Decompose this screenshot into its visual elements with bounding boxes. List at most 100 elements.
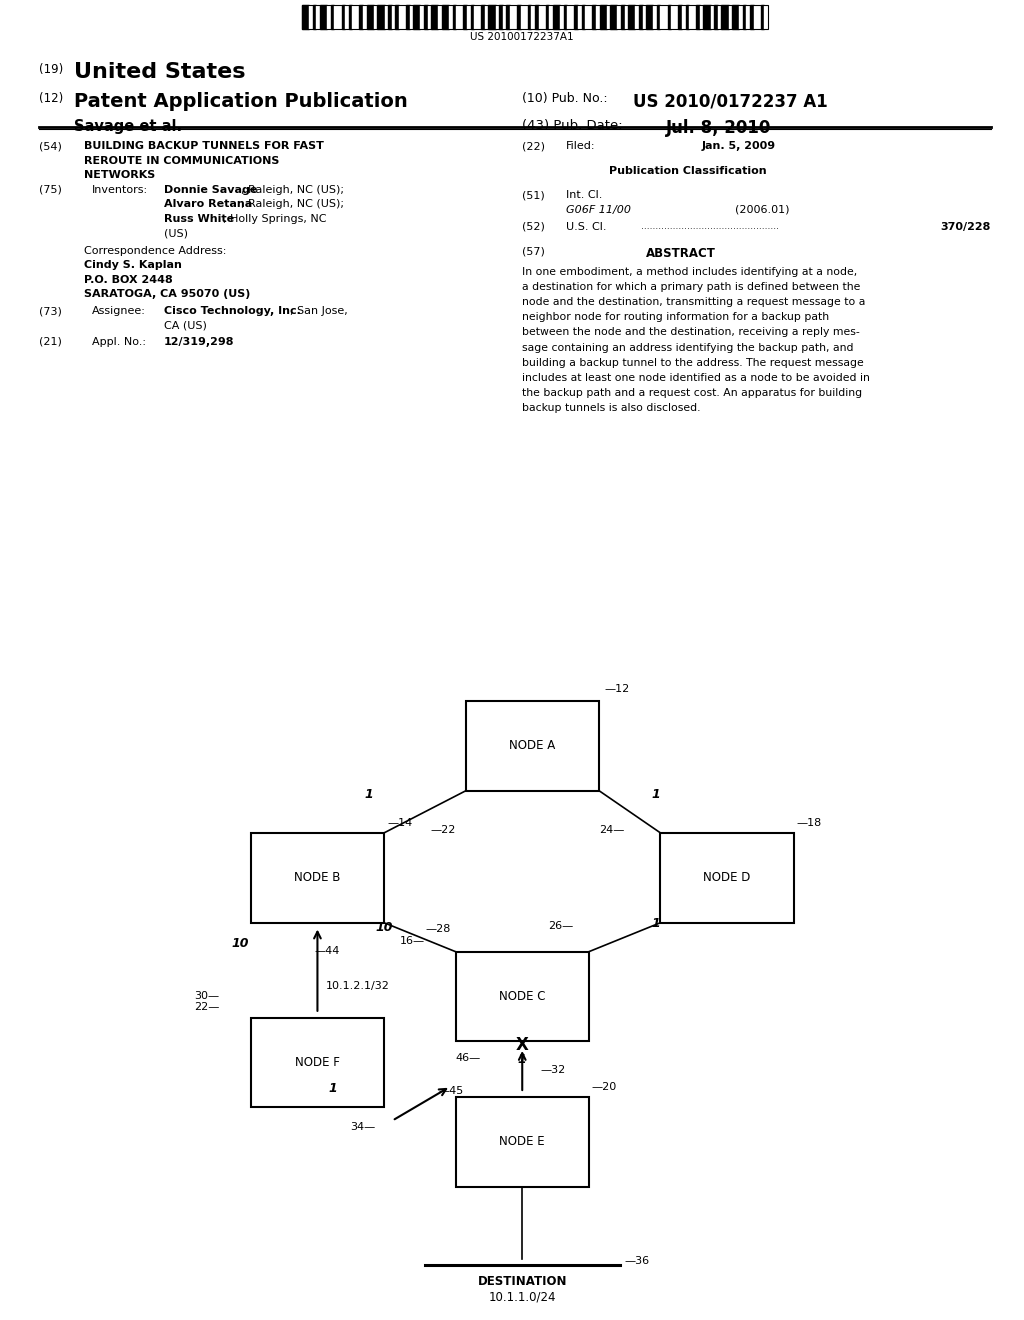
Text: U.S. Cl.: U.S. Cl. — [566, 222, 607, 232]
Bar — [392, 5, 395, 29]
Bar — [714, 5, 718, 29]
Text: 12/319,298: 12/319,298 — [164, 337, 234, 347]
Bar — [302, 5, 768, 29]
Text: Assignee:: Assignee: — [92, 306, 146, 317]
Text: (10) Pub. No.:: (10) Pub. No.: — [522, 92, 608, 106]
Bar — [481, 5, 485, 29]
Text: 24—: 24— — [599, 825, 625, 836]
Bar — [302, 5, 309, 29]
Bar — [510, 5, 517, 29]
Bar — [431, 5, 438, 29]
Bar — [507, 5, 510, 29]
Bar — [610, 5, 617, 29]
Text: US 20100172237A1: US 20100172237A1 — [470, 32, 574, 42]
Text: Cisco Technology, Inc.: Cisco Technology, Inc. — [164, 306, 301, 317]
Text: a destination for which a primary path is defined between the: a destination for which a primary path i… — [522, 281, 860, 292]
Text: —12: —12 — [604, 684, 630, 694]
Text: —18: —18 — [797, 817, 822, 828]
Bar — [500, 5, 503, 29]
Text: the backup path and a request cost. An apparatus for building: the backup path and a request cost. An a… — [522, 388, 862, 399]
Bar — [739, 5, 742, 29]
Bar — [567, 5, 574, 29]
Text: DESTINATION: DESTINATION — [477, 1275, 567, 1288]
Text: Patent Application Publication: Patent Application Publication — [74, 92, 408, 111]
Bar — [553, 5, 560, 29]
Bar — [438, 5, 442, 29]
Text: (52): (52) — [522, 222, 545, 232]
Bar — [535, 5, 539, 29]
Bar — [660, 5, 668, 29]
Bar — [424, 5, 428, 29]
Bar — [364, 5, 367, 29]
Text: 10.1.2.1/32: 10.1.2.1/32 — [326, 981, 389, 991]
Bar — [474, 5, 481, 29]
Text: Alvaro Retana: Alvaro Retana — [164, 199, 252, 210]
Bar — [471, 5, 474, 29]
Bar — [685, 5, 689, 29]
Bar — [521, 5, 528, 29]
Bar — [456, 952, 589, 1041]
Text: NETWORKS: NETWORKS — [84, 170, 156, 181]
Bar — [309, 5, 313, 29]
Bar — [331, 5, 334, 29]
Text: SARATOGA, CA 95070 (US): SARATOGA, CA 95070 (US) — [84, 289, 250, 300]
Bar — [496, 5, 500, 29]
Bar — [467, 5, 471, 29]
Text: —36: —36 — [625, 1255, 650, 1266]
Text: 1: 1 — [651, 917, 659, 931]
Bar — [703, 5, 711, 29]
Text: Filed:: Filed: — [566, 141, 596, 152]
Text: In one embodiment, a method includes identifying at a node,: In one embodiment, a method includes ide… — [522, 267, 857, 277]
Bar — [563, 5, 567, 29]
Text: includes at least one node identified as a node to be avoided in: includes at least one node identified as… — [522, 372, 870, 383]
Bar — [578, 5, 582, 29]
Text: 1: 1 — [517, 1053, 526, 1067]
Text: 26—: 26— — [548, 921, 573, 932]
Bar — [528, 5, 531, 29]
Text: REROUTE IN COMMUNICATIONS: REROUTE IN COMMUNICATIONS — [84, 156, 280, 166]
Bar — [453, 5, 457, 29]
Bar — [596, 5, 599, 29]
Bar — [750, 5, 754, 29]
Text: 22—: 22— — [195, 1002, 220, 1012]
Bar — [456, 1097, 589, 1187]
Text: building a backup tunnel to the address. The request message: building a backup tunnel to the address.… — [522, 358, 864, 368]
Text: (12): (12) — [39, 92, 63, 106]
Text: NODE C: NODE C — [499, 990, 546, 1003]
Bar — [539, 5, 546, 29]
Bar — [414, 5, 421, 29]
Bar — [585, 5, 592, 29]
Bar — [660, 833, 794, 923]
Text: Russ White: Russ White — [164, 214, 233, 224]
Bar — [517, 5, 521, 29]
Bar — [399, 5, 407, 29]
Bar — [668, 5, 671, 29]
Bar — [764, 5, 768, 29]
Bar — [328, 5, 331, 29]
Text: (22): (22) — [522, 141, 545, 152]
Bar — [352, 5, 359, 29]
Bar — [617, 5, 621, 29]
Bar — [721, 5, 728, 29]
Bar — [678, 5, 682, 29]
Text: CA (US): CA (US) — [164, 321, 207, 331]
Bar — [319, 5, 328, 29]
Text: , Raleigh, NC (US);: , Raleigh, NC (US); — [241, 185, 344, 195]
Text: , San Jose,: , San Jose, — [290, 306, 348, 317]
Text: (21): (21) — [39, 337, 61, 347]
Text: ABSTRACT: ABSTRACT — [646, 247, 716, 260]
Bar — [639, 5, 642, 29]
Text: , Holly Springs, NC: , Holly Springs, NC — [223, 214, 327, 224]
Bar — [450, 5, 453, 29]
Bar — [761, 5, 764, 29]
Text: NODE D: NODE D — [703, 871, 751, 884]
Text: neighbor node for routing information for a backup path: neighbor node for routing information fo… — [522, 312, 829, 322]
Bar — [621, 5, 625, 29]
Text: NODE A: NODE A — [509, 739, 556, 752]
Bar — [385, 5, 388, 29]
Text: 10.1.1.0/24: 10.1.1.0/24 — [488, 1291, 556, 1304]
Text: (19): (19) — [39, 63, 63, 77]
Bar — [628, 5, 635, 29]
Text: P.O. BOX 2448: P.O. BOX 2448 — [84, 275, 173, 285]
Bar — [374, 5, 378, 29]
